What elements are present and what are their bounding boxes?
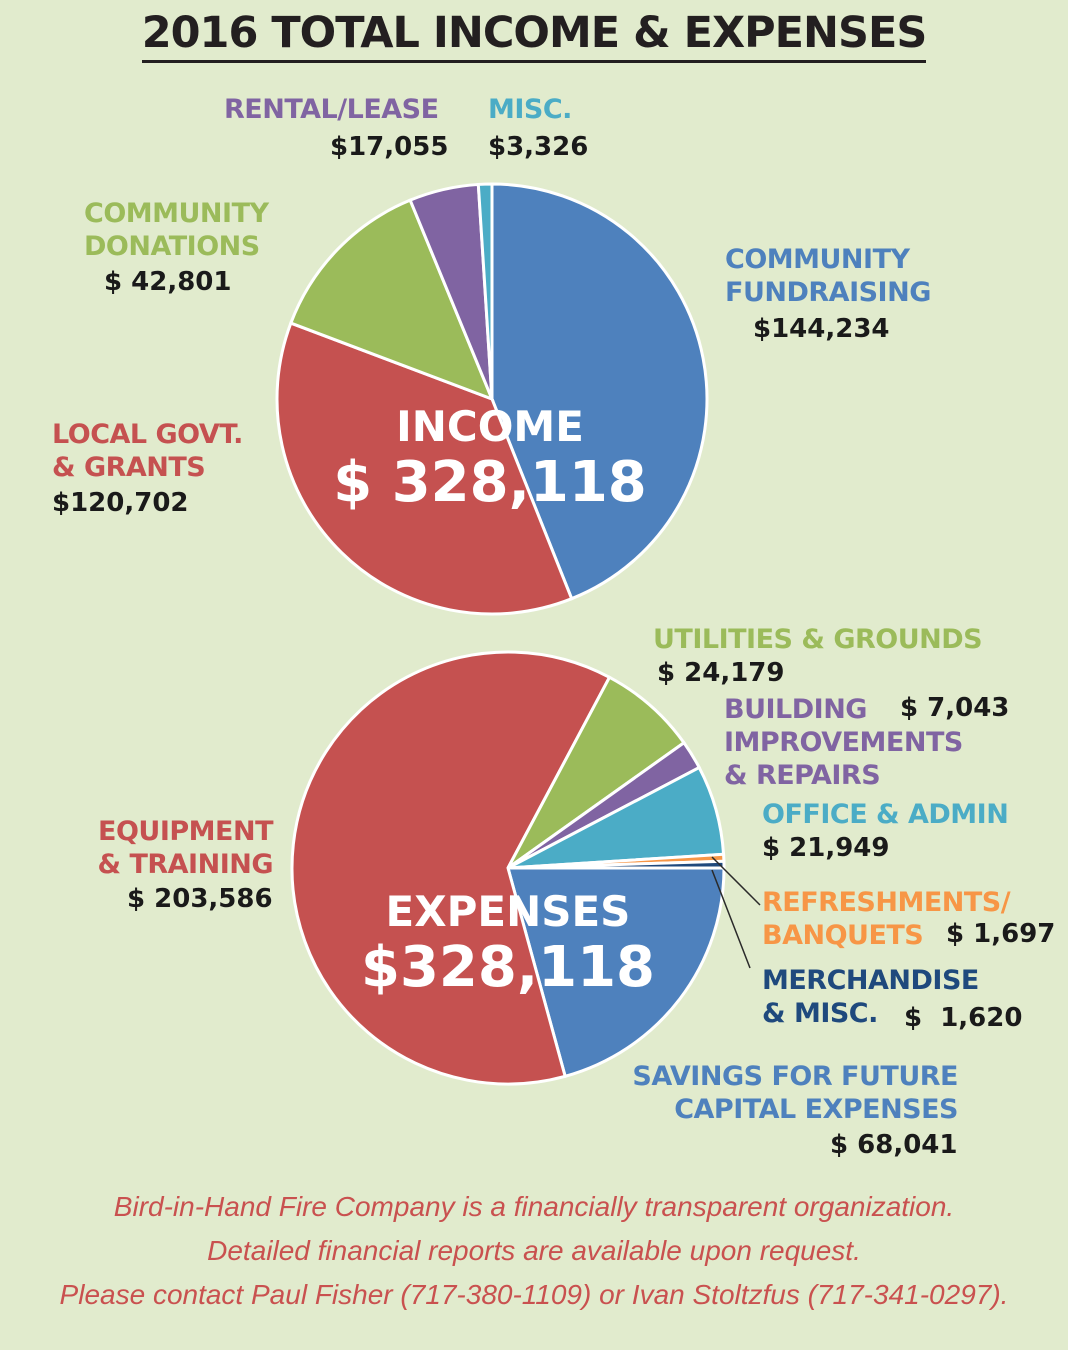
expense-value-savings: $ 68,041	[830, 1130, 958, 1160]
merchandise-leader-line	[711, 869, 751, 969]
expense-value-building: $ 7,043	[900, 693, 1010, 723]
income-center-label: INCOME	[396, 402, 584, 451]
expense-label-building: BUILDING IMPROVEMENTS & REPAIRS	[724, 694, 963, 791]
income-label-donations: COMMUNITY DONATIONS	[84, 198, 269, 262]
income-value-rental: $17,055	[330, 132, 449, 162]
expense-slice-0	[506, 866, 726, 1079]
income-slice-1	[275, 321, 574, 616]
income-label-fundraising: COMMUNITY FUNDRAISING	[725, 244, 931, 308]
income-value-misc: $3,326	[488, 132, 589, 162]
refreshments-leader-line	[711, 856, 761, 906]
expense-slice-2	[506, 675, 687, 870]
income-slice-4	[476, 182, 494, 400]
income-value-donations: $ 42,801	[104, 267, 232, 297]
income-label-local-govt: LOCAL GOVT. & GRANTS	[52, 419, 243, 483]
footer-line: Please contact Paul Fisher (717-380-1109…	[59, 1279, 1009, 1310]
expense-label-merchandise: MERCHANDISE & MISC.	[762, 965, 979, 1029]
expense-label-refreshments: REFRESHMENTS/ BANQUETS	[762, 887, 1011, 951]
expense-pie	[290, 650, 726, 1086]
footer-line: Bird-in-Hand Fire Company is a financial…	[113, 1191, 955, 1222]
income-pie	[275, 182, 709, 616]
income-center-value: $ 328,118	[333, 450, 647, 515]
expense-center-value: $328,118	[360, 935, 656, 1000]
expense-label-utilities: UTILITIES & GROUNDS	[653, 624, 983, 655]
income-value-local-govt: $120,702	[52, 488, 189, 518]
expense-value-utilities: $ 24,179	[657, 658, 785, 688]
expense-slice-1	[290, 650, 612, 1086]
expense-value-equipment: $ 203,586	[127, 884, 273, 914]
footer-line: Detailed financial reports are available…	[207, 1235, 861, 1266]
expense-value-merchandise: $ 1,620	[904, 1003, 1023, 1033]
income-label-rental: RENTAL/LEASE	[224, 94, 439, 125]
income-value-fundraising: $144,234	[753, 314, 890, 344]
leader-lines	[711, 856, 761, 969]
expense-label-equipment: EQUIPMENT & TRAINING	[97, 816, 274, 880]
expense-value-refreshments: $ 1,697	[946, 919, 1056, 949]
income-label-misc: MISC.	[488, 94, 572, 125]
page-title: 2016 TOTAL INCOME & EXPENSES	[0, 8, 1068, 63]
footer-note: Bird-in-Hand Fire Company is a financial…	[0, 1185, 1068, 1317]
expense-label-office: OFFICE & ADMIN	[762, 799, 1009, 830]
income-slice-0	[490, 182, 709, 601]
expense-center-label: EXPENSES	[385, 887, 631, 936]
expense-label-savings: SAVINGS FOR FUTURE CAPITAL EXPENSES	[632, 1061, 958, 1125]
expense-value-office: $ 21,949	[762, 833, 890, 863]
income-slice-2	[288, 198, 495, 402]
